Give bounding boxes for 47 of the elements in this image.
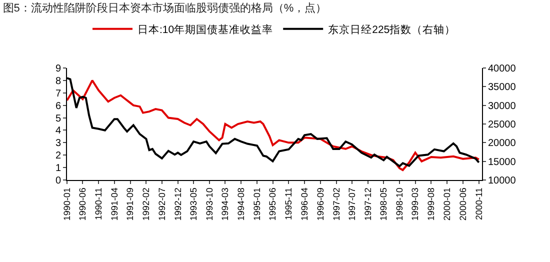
x-tick-label: 2000-06	[458, 188, 468, 221]
y-tick-label: 0	[55, 176, 62, 186]
x-tick-label: 1993-10	[204, 188, 214, 221]
x-tick-label: 1998-05	[378, 188, 389, 221]
x-tick-label: 1990-06	[78, 188, 88, 221]
x-tick-label: 1999-03	[410, 188, 420, 221]
x-tick-label: 1995-11	[284, 188, 294, 220]
x-tick-label: 1996-09	[315, 188, 326, 221]
y2-tick-label: 20000	[488, 138, 516, 150]
x-tick-label: 1997-02	[331, 188, 342, 221]
y2-tick-label: 10000	[488, 176, 516, 186]
x-tick-label: 1990-11	[94, 188, 104, 220]
y2-tick-label: 30000	[488, 100, 516, 112]
y-tick-label: 4	[55, 126, 62, 137]
y-tick-label: 1	[55, 163, 62, 174]
x-tick-label: 1991-04	[109, 188, 120, 221]
x-tick-label: 2000-01	[442, 188, 452, 221]
x-tick-label: 1995-01	[252, 188, 262, 221]
x-tick-label: 1997-07	[346, 188, 357, 221]
x-tick-label: 1999-08	[426, 188, 436, 221]
y2-tick-label: 15000	[488, 156, 516, 168]
y2-tick-label: 40000	[488, 64, 516, 74]
y-tick-label: 7	[55, 88, 62, 100]
x-tick-label: 1997-12	[362, 188, 373, 221]
x-tick-label: 1995-06	[268, 188, 278, 221]
y-tick-label: 5	[55, 113, 62, 124]
x-tick-label: 1992-12	[172, 188, 183, 221]
y-tick-label: 9	[55, 64, 62, 74]
legend-label: 东京日经225指数（右轴）	[328, 22, 456, 36]
x-tick-label: 1994-08	[236, 188, 246, 221]
x-tick-label: 2000-11	[474, 188, 484, 220]
y2-tick-label: 25000	[488, 120, 516, 130]
x-tick-label: 1993-05	[188, 188, 198, 221]
x-tick-label: 1991-09	[125, 188, 136, 221]
y-tick-label: 2	[55, 150, 62, 162]
y2-tick-label: 35000	[488, 82, 516, 94]
x-tick-label: 1998-10	[394, 188, 404, 221]
x-tick-label: 1990-01	[62, 188, 72, 221]
x-tick-label: 1992-02	[141, 188, 152, 221]
chart-title: 图5：流动性陷阱阶段日本资本市场面临股弱债强的格局（%，点）	[2, 2, 327, 15]
x-tick-label: 1994-03	[220, 188, 230, 221]
x-tick-label: 1992-07	[156, 188, 167, 221]
x-tick-label: 1996-04	[299, 188, 310, 221]
y-tick-label: 3	[55, 138, 62, 150]
y-tick-label: 6	[55, 100, 62, 112]
legend-label: 日本:10年期国债基准收益率	[138, 22, 274, 36]
y-tick-label: 8	[55, 76, 62, 87]
